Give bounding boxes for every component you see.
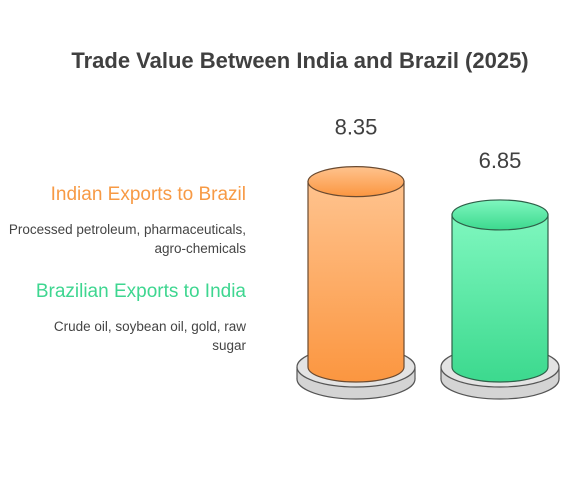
value-label-india: 8.35 bbox=[335, 115, 378, 140]
legend-brazil: Brazilian Exports to India Crude oil, so… bbox=[0, 281, 246, 355]
legend-india-description: Processed petroleum, pharmaceuticals, ag… bbox=[8, 222, 246, 256]
legend-india: Indian Exports to Brazil Processed petro… bbox=[0, 184, 246, 258]
bar-india bbox=[296, 166, 416, 400]
legend-india-label: Indian Exports to Brazil bbox=[50, 184, 246, 205]
legend-brazil-description: Crude oil, soybean oil, gold, raw sugar bbox=[53, 319, 246, 353]
legend-brazil-label: Brazilian Exports to India bbox=[35, 281, 246, 302]
bar-brazil bbox=[440, 199, 560, 400]
value-label-brazil: 6.85 bbox=[479, 148, 522, 173]
chart-title: Trade Value Between India and Brazil (20… bbox=[71, 48, 529, 73]
